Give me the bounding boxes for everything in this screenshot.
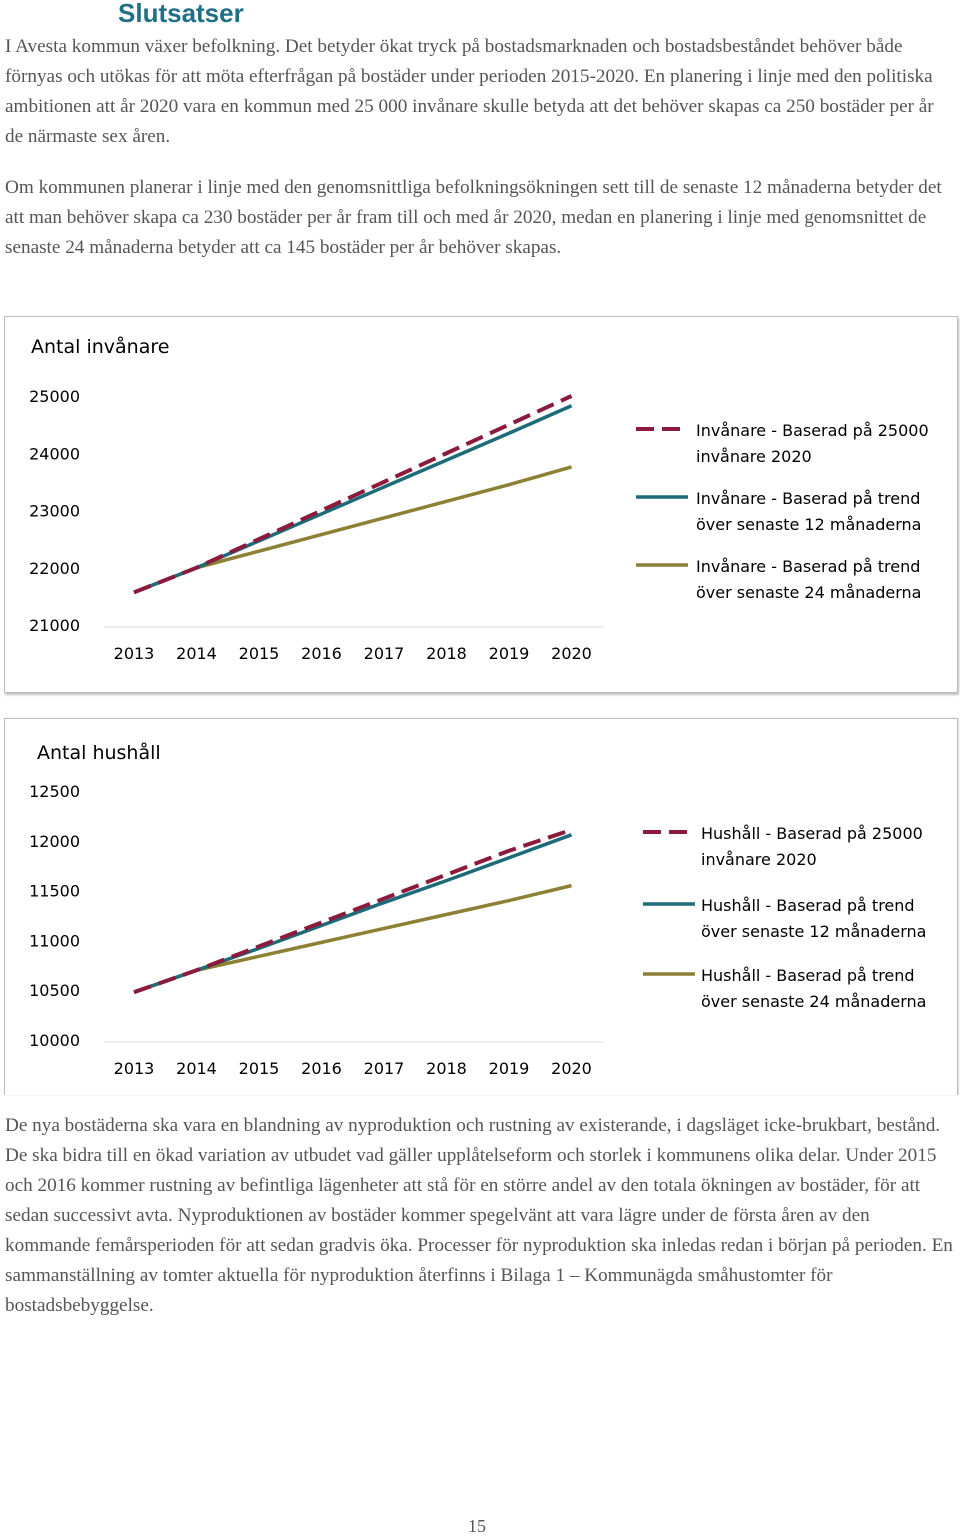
legend-label-1: Invånare - Baserad på 25000 bbox=[696, 421, 929, 440]
legend-label-2: över senaste 12 månaderna bbox=[696, 515, 921, 534]
x-tick-label: 2020 bbox=[551, 644, 592, 663]
x-tick-label: 2019 bbox=[489, 1059, 530, 1078]
series-line-2 bbox=[133, 833, 573, 994]
chart-population: Antal invånare 21000 22000 23000 24000 25000 2… bbox=[29, 335, 929, 663]
paragraph-trend: Om kommunen planerar i linje med den gen… bbox=[5, 177, 942, 258]
chart-title: Antal invånare bbox=[31, 335, 169, 358]
x-tick-label: 2014 bbox=[176, 644, 217, 663]
chart-households: Antal hushåll 10000 10500 11000 11500 12000 12… bbox=[29, 741, 926, 1078]
x-tick-label: 2016 bbox=[301, 644, 342, 663]
legend-label-1: invånare 2020 bbox=[701, 850, 817, 869]
y-tick-label: 24000 bbox=[29, 444, 80, 463]
legend-label-1: invånare 2020 bbox=[696, 447, 812, 466]
legend-label-2: över senaste 12 månaderna bbox=[701, 922, 926, 941]
x-tick-label: 2018 bbox=[426, 644, 467, 663]
x-tick-label: 2013 bbox=[114, 644, 155, 663]
page-number: 15 bbox=[468, 1516, 486, 1536]
y-tick-label: 12000 bbox=[29, 832, 80, 851]
y-tick-label: 21000 bbox=[29, 616, 80, 635]
x-tick-label: 2019 bbox=[489, 644, 530, 663]
legend-label-3: Invånare - Baserad på trend bbox=[696, 557, 920, 576]
series-line-2 bbox=[133, 404, 573, 594]
y-tick-label: 11500 bbox=[29, 882, 80, 901]
series-line-1 bbox=[133, 394, 573, 595]
series-line-3 bbox=[133, 883, 572, 994]
x-tick-label: 2020 bbox=[551, 1059, 592, 1078]
chart-title: Antal hushåll bbox=[37, 741, 161, 764]
chart-population-frame: Antal invånare 21000 22000 23000 24000 25000 2… bbox=[4, 316, 958, 693]
x-tick-label: 2017 bbox=[364, 1059, 405, 1078]
y-tick-label: 11000 bbox=[29, 931, 80, 950]
legend-label-3: Hushåll - Baserad på trend bbox=[701, 966, 915, 985]
chart-households-frame: Antal hushåll 10000 10500 11000 11500 12000 12… bbox=[4, 718, 958, 1095]
x-tick-label: 2017 bbox=[364, 644, 405, 663]
x-tick-label: 2015 bbox=[239, 1059, 280, 1078]
paragraph-intro: I Avesta kommun växer befolkning. Det be… bbox=[5, 36, 934, 147]
y-tick-label: 10500 bbox=[29, 981, 80, 1000]
section-heading: Slutsatser bbox=[118, 0, 244, 28]
y-tick-label: 25000 bbox=[29, 387, 80, 406]
y-tick-label: 23000 bbox=[29, 502, 80, 521]
y-tick-label: 12500 bbox=[29, 782, 80, 801]
legend-label-3: över senaste 24 månaderna bbox=[696, 583, 921, 602]
x-tick-label: 2013 bbox=[114, 1059, 155, 1078]
x-tick-label: 2018 bbox=[426, 1059, 467, 1078]
paragraph-housing-mix: De nya bostäderna ska vara en blandning … bbox=[5, 1115, 953, 1316]
legend-label-1: Hushåll - Baserad på 25000 bbox=[701, 824, 923, 843]
y-tick-label: 10000 bbox=[29, 1031, 80, 1050]
x-tick-label: 2015 bbox=[239, 644, 280, 663]
x-tick-label: 2016 bbox=[301, 1059, 342, 1078]
legend-label-2: Hushåll - Baserad på trend bbox=[701, 896, 915, 915]
legend-label-2: Invånare - Baserad på trend bbox=[696, 489, 920, 508]
series-line-3 bbox=[133, 465, 572, 594]
y-tick-label: 22000 bbox=[29, 559, 80, 578]
legend-label-3: över senaste 24 månaderna bbox=[701, 992, 926, 1011]
x-tick-label: 2014 bbox=[176, 1059, 217, 1078]
